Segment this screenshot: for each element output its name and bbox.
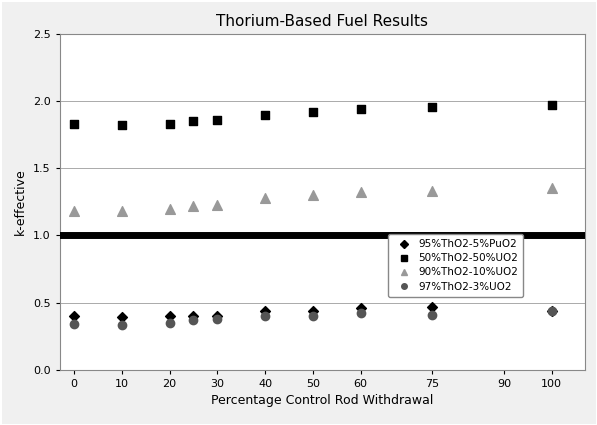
Point bbox=[189, 118, 198, 125]
Point bbox=[213, 116, 222, 123]
Point bbox=[213, 313, 222, 320]
Point bbox=[69, 313, 79, 320]
Point bbox=[356, 305, 365, 312]
Point bbox=[165, 205, 174, 212]
Point bbox=[213, 201, 222, 208]
Point bbox=[547, 185, 556, 192]
Point bbox=[547, 307, 556, 314]
Point bbox=[69, 121, 79, 128]
Legend: 95%ThO2-5%PuO2, 50%ThO2-50%UO2, 90%ThO2-10%UO2, 97%ThO2-3%UO2: 95%ThO2-5%PuO2, 50%ThO2-50%UO2, 90%ThO2-… bbox=[388, 234, 524, 297]
Point bbox=[117, 208, 127, 215]
Point bbox=[189, 202, 198, 209]
Point bbox=[213, 315, 222, 322]
Point bbox=[547, 102, 556, 108]
Point bbox=[427, 188, 437, 195]
Point bbox=[308, 108, 318, 115]
Point bbox=[356, 310, 365, 317]
X-axis label: Percentage Control Rod Withdrawal: Percentage Control Rod Withdrawal bbox=[211, 394, 433, 407]
Point bbox=[260, 307, 270, 314]
Point bbox=[260, 111, 270, 118]
Point bbox=[308, 307, 318, 314]
Point bbox=[547, 307, 556, 314]
Point bbox=[165, 313, 174, 320]
Point bbox=[260, 313, 270, 320]
Point bbox=[308, 192, 318, 198]
Point bbox=[308, 313, 318, 320]
Point bbox=[165, 121, 174, 128]
Point bbox=[356, 106, 365, 113]
Point bbox=[165, 319, 174, 326]
Y-axis label: k-effective: k-effective bbox=[14, 168, 27, 235]
Point bbox=[117, 322, 127, 329]
Point bbox=[69, 208, 79, 215]
Point bbox=[356, 189, 365, 196]
Point bbox=[427, 311, 437, 318]
Point bbox=[117, 314, 127, 321]
Point bbox=[117, 122, 127, 129]
Point bbox=[427, 103, 437, 110]
Point bbox=[189, 313, 198, 320]
Point bbox=[427, 303, 437, 310]
Point bbox=[260, 195, 270, 201]
Title: Thorium-Based Fuel Results: Thorium-Based Fuel Results bbox=[216, 14, 429, 28]
Point bbox=[189, 317, 198, 323]
Point bbox=[69, 321, 79, 328]
